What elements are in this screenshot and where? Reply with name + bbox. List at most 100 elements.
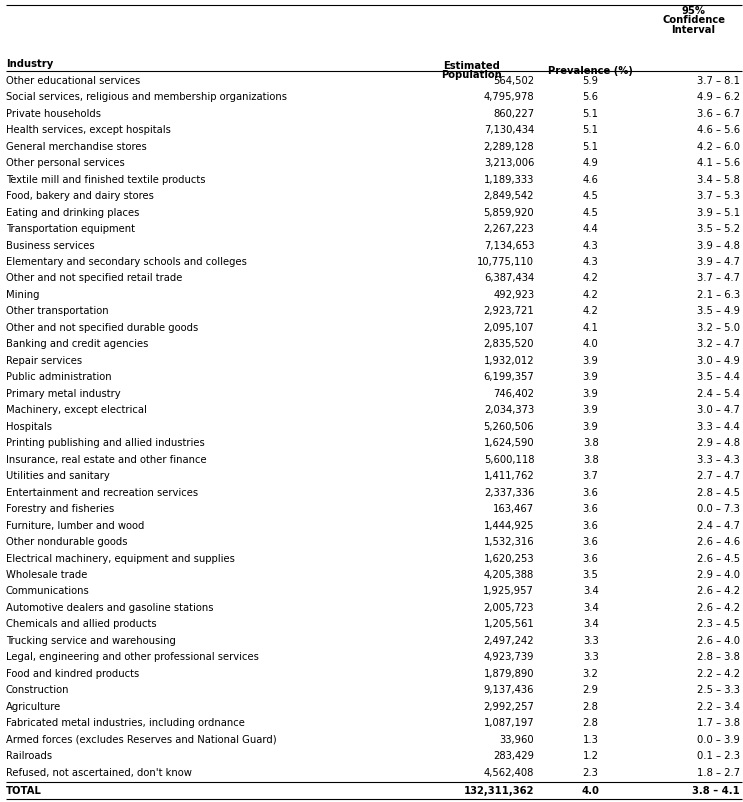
Text: 492,923: 492,923 xyxy=(493,290,534,300)
Text: 3.4: 3.4 xyxy=(583,603,599,613)
Text: Hospitals: Hospitals xyxy=(6,422,52,431)
Text: 2,034,373: 2,034,373 xyxy=(484,405,534,415)
Text: 4.1: 4.1 xyxy=(583,323,599,333)
Text: 2.9 – 4.8: 2.9 – 4.8 xyxy=(697,438,740,448)
Text: Banking and credit agencies: Banking and credit agencies xyxy=(6,339,149,350)
Text: 0.0 – 3.9: 0.0 – 3.9 xyxy=(697,735,740,745)
Text: 2,992,257: 2,992,257 xyxy=(484,702,534,712)
Text: Other personal services: Other personal services xyxy=(6,158,125,168)
Text: 4.0: 4.0 xyxy=(583,339,599,350)
Text: Other transportation: Other transportation xyxy=(6,306,108,317)
Text: 5.9: 5.9 xyxy=(583,76,599,86)
Text: 2.8 – 3.8: 2.8 – 3.8 xyxy=(697,652,740,662)
Text: 2.1 – 6.3: 2.1 – 6.3 xyxy=(697,290,740,300)
Text: 5,859,920: 5,859,920 xyxy=(484,208,534,217)
Text: 4.5: 4.5 xyxy=(583,191,599,201)
Text: 1,925,957: 1,925,957 xyxy=(484,586,534,597)
Text: 3.6: 3.6 xyxy=(583,553,599,564)
Text: 3.6: 3.6 xyxy=(583,520,599,531)
Text: Armed forces (excludes Reserves and National Guard): Armed forces (excludes Reserves and Nati… xyxy=(6,735,276,745)
Text: 2.9: 2.9 xyxy=(583,686,599,695)
Text: 4.2: 4.2 xyxy=(583,273,599,283)
Text: 0.0 – 7.3: 0.0 – 7.3 xyxy=(697,504,740,514)
Text: Furniture, lumber and wood: Furniture, lumber and wood xyxy=(6,520,144,531)
Text: 2.9 – 4.0: 2.9 – 4.0 xyxy=(697,570,740,580)
Text: 1.8 – 2.7: 1.8 – 2.7 xyxy=(697,768,740,778)
Text: 4.5: 4.5 xyxy=(583,208,599,217)
Text: 2,497,242: 2,497,242 xyxy=(484,636,534,646)
Text: Legal, engineering and other professional services: Legal, engineering and other professiona… xyxy=(6,652,259,662)
Text: 3.7: 3.7 xyxy=(583,472,599,481)
Text: Repair services: Repair services xyxy=(6,356,82,366)
Text: 4.3: 4.3 xyxy=(583,241,599,250)
Text: Trucking service and warehousing: Trucking service and warehousing xyxy=(6,636,176,646)
Text: 3.9: 3.9 xyxy=(583,405,599,415)
Text: 3.2: 3.2 xyxy=(583,669,599,678)
Text: 1,532,316: 1,532,316 xyxy=(484,537,534,547)
Text: Mining: Mining xyxy=(6,290,39,300)
Text: Other and not specified durable goods: Other and not specified durable goods xyxy=(6,323,198,333)
Text: 3.4: 3.4 xyxy=(583,586,599,597)
Text: Chemicals and allied products: Chemicals and allied products xyxy=(6,619,157,630)
Text: 1,879,890: 1,879,890 xyxy=(484,669,534,678)
Text: 564,502: 564,502 xyxy=(493,76,534,86)
Text: 3.9: 3.9 xyxy=(583,372,599,383)
Text: 4.9 – 6.2: 4.9 – 6.2 xyxy=(697,92,740,103)
Text: 3.9 – 5.1: 3.9 – 5.1 xyxy=(697,208,740,217)
Text: TOTAL: TOTAL xyxy=(6,786,42,796)
Text: Machinery, except electrical: Machinery, except electrical xyxy=(6,405,147,415)
Text: 1,932,012: 1,932,012 xyxy=(484,356,534,366)
Text: 4.3: 4.3 xyxy=(583,257,599,267)
Text: 3.6 – 6.7: 3.6 – 6.7 xyxy=(697,109,740,119)
Text: 2,095,107: 2,095,107 xyxy=(484,323,534,333)
Text: 2,835,520: 2,835,520 xyxy=(484,339,534,350)
Text: Food and kindred products: Food and kindred products xyxy=(6,669,139,678)
Text: 3.3: 3.3 xyxy=(583,636,599,646)
Text: 1,620,253: 1,620,253 xyxy=(484,553,534,564)
Text: 2.6 – 4.6: 2.6 – 4.6 xyxy=(697,537,740,547)
Text: 7,134,653: 7,134,653 xyxy=(484,241,534,250)
Text: 3.0 – 4.7: 3.0 – 4.7 xyxy=(697,405,740,415)
Text: 132,311,362: 132,311,362 xyxy=(464,786,534,796)
Text: 3.3: 3.3 xyxy=(583,652,599,662)
Text: 2.8: 2.8 xyxy=(583,702,599,712)
Text: Communications: Communications xyxy=(6,586,90,597)
Text: 1,205,561: 1,205,561 xyxy=(484,619,534,630)
Text: 2.6 – 4.2: 2.6 – 4.2 xyxy=(697,603,740,613)
Text: 3.9: 3.9 xyxy=(583,389,599,399)
Text: Entertainment and recreation services: Entertainment and recreation services xyxy=(6,488,198,498)
Text: 4.4: 4.4 xyxy=(583,224,599,234)
Text: 1,087,197: 1,087,197 xyxy=(484,719,534,728)
Text: Construction: Construction xyxy=(6,686,69,695)
Text: Private households: Private households xyxy=(6,109,101,119)
Text: 2,923,721: 2,923,721 xyxy=(484,306,534,317)
Text: 3.5 – 4.4: 3.5 – 4.4 xyxy=(697,372,740,383)
Text: 3.4: 3.4 xyxy=(583,619,599,630)
Text: 3.3 – 4.4: 3.3 – 4.4 xyxy=(697,422,740,431)
Text: 3.8: 3.8 xyxy=(583,455,599,464)
Text: 4.9: 4.9 xyxy=(583,158,599,168)
Text: 4,923,739: 4,923,739 xyxy=(484,652,534,662)
Text: Wholesale trade: Wholesale trade xyxy=(6,570,88,580)
Text: Health services, except hospitals: Health services, except hospitals xyxy=(6,125,171,136)
Text: 6,387,434: 6,387,434 xyxy=(484,273,534,283)
Text: 4,562,408: 4,562,408 xyxy=(484,768,534,778)
Text: 4.6 – 5.6: 4.6 – 5.6 xyxy=(697,125,740,136)
Text: Insurance, real estate and other finance: Insurance, real estate and other finance xyxy=(6,455,207,464)
Text: 4,795,978: 4,795,978 xyxy=(484,92,534,103)
Text: 2.2 – 4.2: 2.2 – 4.2 xyxy=(697,669,740,678)
Text: 3.9: 3.9 xyxy=(583,356,599,366)
Text: 2.8: 2.8 xyxy=(583,719,599,728)
Text: Business services: Business services xyxy=(6,241,94,250)
Text: 2.2 – 3.4: 2.2 – 3.4 xyxy=(697,702,740,712)
Text: Industry: Industry xyxy=(6,59,53,69)
Text: Social services, religious and membership organizations: Social services, religious and membershi… xyxy=(6,92,287,103)
Text: 3.8: 3.8 xyxy=(583,438,599,448)
Text: 6,199,357: 6,199,357 xyxy=(484,372,534,383)
Text: 746,402: 746,402 xyxy=(493,389,534,399)
Text: 2.3 – 4.5: 2.3 – 4.5 xyxy=(697,619,740,630)
Text: Estimated: Estimated xyxy=(444,62,500,71)
Text: 3.3 – 4.3: 3.3 – 4.3 xyxy=(697,455,740,464)
Text: Elementary and secondary schools and colleges: Elementary and secondary schools and col… xyxy=(6,257,247,267)
Text: 2,337,336: 2,337,336 xyxy=(484,488,534,498)
